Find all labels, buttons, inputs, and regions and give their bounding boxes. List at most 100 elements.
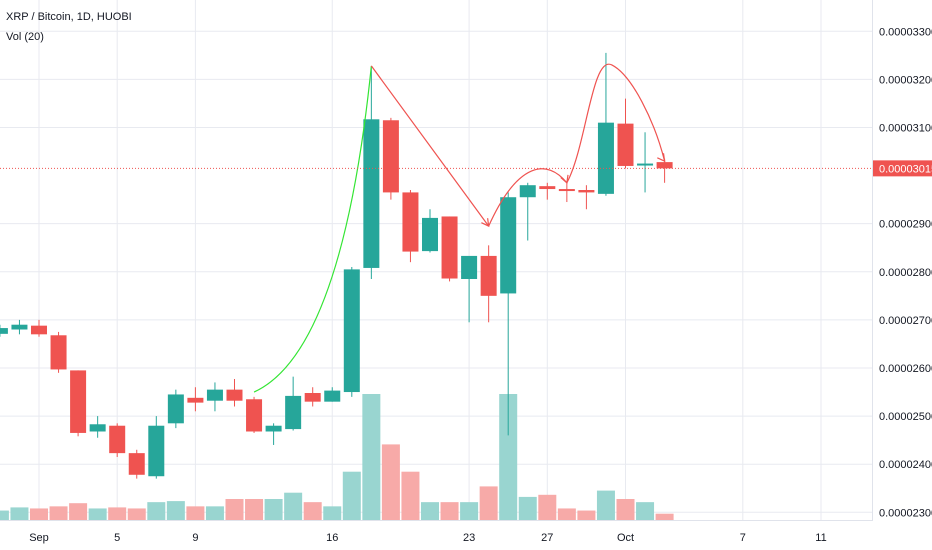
y-tick-label: 0.00002500	[879, 411, 932, 423]
candle-body	[89, 424, 106, 432]
candle-body	[617, 123, 634, 166]
x-tick-label: 5	[114, 532, 120, 544]
chart-legend: XRP / Bitcoin, 1D, HUOBI Vol (20)	[6, 11, 132, 43]
volume-bar	[342, 471, 361, 520]
red-arc-2-arrowhead	[657, 153, 666, 163]
volume-indicator-label[interactable]: Vol (20)	[6, 31, 44, 43]
candle-body	[461, 255, 478, 280]
volume-bar	[421, 502, 439, 520]
volume-bar	[303, 502, 322, 520]
volume-bar	[264, 499, 283, 520]
volume-bar	[186, 506, 205, 520]
candle-body	[0, 328, 8, 334]
volume-bar	[401, 471, 420, 520]
candle-body	[285, 395, 302, 430]
candle-body	[441, 216, 458, 279]
candle-body	[265, 425, 282, 432]
candle-body	[304, 393, 321, 402]
x-tick-label: Oct	[617, 532, 634, 544]
volume-bar	[557, 508, 576, 520]
volume-bar	[655, 513, 674, 520]
candles	[0, 52, 673, 479]
x-tick-label: 27	[541, 532, 553, 544]
volume-bar	[323, 506, 342, 520]
candle-body	[187, 397, 204, 403]
candle-body	[597, 122, 614, 194]
volume-bar	[518, 496, 537, 520]
y-tick-label: 0.00003200	[879, 74, 932, 86]
volume-bar	[205, 506, 224, 520]
volume-bar	[284, 492, 303, 520]
candle-body	[402, 192, 419, 252]
candle-body	[31, 325, 47, 335]
red-arc-1	[488, 168, 568, 227]
volume-bar	[362, 394, 381, 520]
time-axis[interactable]: Sep 5 9 16 23 27 Oct 7 11	[29, 532, 827, 544]
candle-body	[656, 162, 673, 169]
red-arc-2	[566, 63, 666, 184]
current-price-badge	[873, 160, 932, 177]
candle-body	[206, 389, 223, 401]
candle-body	[578, 190, 595, 193]
y-tick-label: 0.00002400	[879, 459, 932, 471]
y-tick-label: 0.00003100	[879, 122, 932, 134]
candle-body	[324, 390, 341, 402]
green-trend-curve	[253, 65, 372, 393]
candle-body	[363, 119, 380, 268]
y-tick-label: 0.00002900	[879, 219, 932, 231]
candle-body	[128, 453, 145, 475]
red-trend-line	[370, 65, 490, 227]
y-tick-label: 0.00002800	[879, 267, 932, 279]
y-tick-label: 0.00002600	[879, 363, 932, 375]
candle-body	[70, 370, 87, 433]
volume-bar	[245, 499, 264, 520]
price-axis[interactable]: 0.00003300 0.00003200 0.00003100 0.00002900…	[879, 26, 932, 519]
price-axis-background	[873, 0, 932, 550]
candle-body	[226, 389, 243, 401]
candle-body	[50, 335, 67, 370]
volume-bar	[596, 490, 615, 520]
volume-bar	[538, 494, 557, 520]
volume-bar	[440, 502, 459, 520]
volume-bar	[0, 510, 9, 520]
volume-bar	[225, 499, 244, 520]
x-tick-label: 16	[326, 532, 338, 544]
x-tick-label: 7	[740, 532, 746, 544]
y-tick-label: 0.00003300	[879, 26, 932, 38]
trend-annotations	[253, 63, 666, 393]
volume-bar	[577, 510, 596, 520]
x-tick-label: 23	[463, 532, 475, 544]
volume-bar	[10, 507, 29, 520]
volume-bar	[49, 506, 68, 520]
candle-body	[500, 197, 517, 294]
volume-bar	[166, 501, 185, 520]
volume-bar	[460, 502, 479, 520]
candle-body	[382, 120, 399, 193]
candle-body	[246, 399, 263, 432]
x-tick-label: 9	[192, 532, 198, 544]
volume-bar	[30, 508, 48, 520]
y-tick-label: 0.00002700	[879, 315, 932, 327]
volume-bar	[88, 508, 107, 520]
volume-bar	[381, 444, 400, 520]
candle-body	[558, 189, 575, 192]
x-tick-label: 11	[815, 532, 826, 544]
volume-bar	[69, 503, 88, 520]
volume-bar	[147, 502, 166, 520]
candle-body	[148, 425, 165, 477]
volume-bar	[636, 502, 655, 520]
candle-body	[480, 255, 497, 296]
volume-bar	[499, 394, 518, 520]
volume-bar	[127, 508, 146, 520]
candle-body	[637, 163, 654, 166]
candle-body	[11, 324, 28, 330]
current-price-tag: 0.00003015	[873, 160, 932, 177]
symbol-title[interactable]: XRP / Bitcoin, 1D, HUOBI	[6, 11, 132, 23]
candle-body	[167, 394, 184, 424]
volume-bars	[0, 394, 674, 520]
volume-bar	[616, 499, 635, 520]
volume-bar	[479, 486, 498, 520]
current-price-label: 0.00003015	[879, 163, 932, 175]
y-tick-label: 0.00002300	[879, 507, 932, 519]
